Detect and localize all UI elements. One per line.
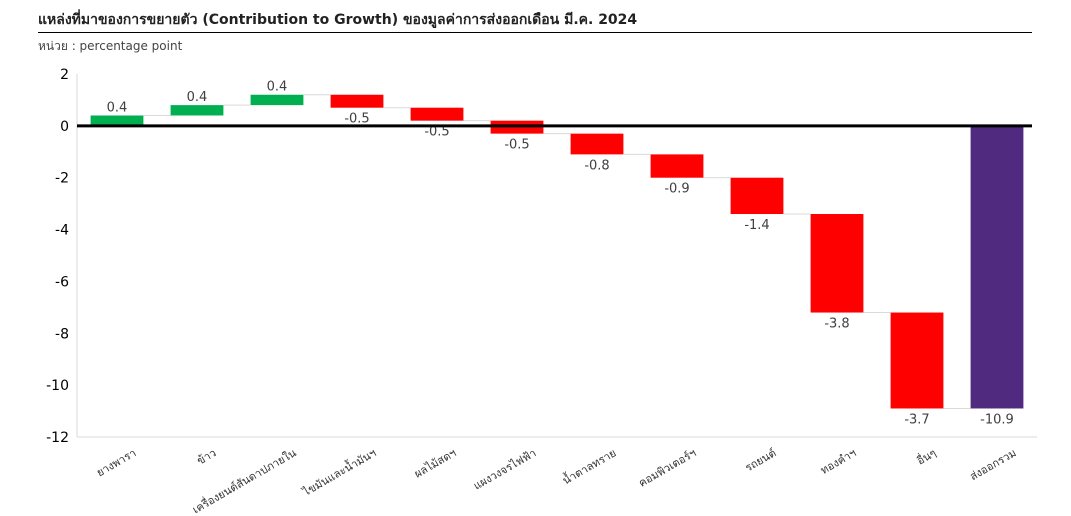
y-tick-label: -10 — [46, 378, 69, 394]
data-label: 0.4 — [267, 80, 288, 95]
data-label: -0.5 — [504, 138, 529, 153]
data-label: -0.8 — [584, 158, 609, 173]
y-tick-label: -8 — [55, 326, 69, 342]
data-label: -10.9 — [980, 412, 1014, 427]
data-label: -0.5 — [344, 112, 369, 127]
category-label: ข้าว — [195, 446, 219, 467]
y-tick-label: -12 — [46, 430, 69, 446]
y-tick-label: -6 — [55, 274, 69, 290]
bar-9 — [730, 177, 784, 215]
category-label: รถยนต์ — [743, 446, 779, 474]
title-divider — [38, 32, 1032, 33]
bar-1 — [90, 115, 144, 126]
category-label: ทองคำฯ — [818, 446, 858, 477]
y-tick-label: -2 — [55, 171, 69, 187]
data-label: 0.4 — [187, 90, 208, 105]
data-label: -3.8 — [824, 317, 849, 332]
data-label: -0.9 — [664, 182, 689, 197]
bar-12 — [970, 125, 1024, 409]
data-label: -0.5 — [424, 125, 449, 140]
category-label: ไขมันและน้ำมันฯ — [299, 445, 379, 500]
category-label: ผลไม้สดฯ — [412, 446, 458, 480]
category-label: ส่งออกรวม — [968, 446, 1019, 483]
bar-8 — [650, 154, 704, 178]
category-label: น้ำตาลทราย — [559, 445, 618, 488]
chart-title: แหล่งที่มาของการขยายตัว (Contribution to… — [38, 12, 638, 28]
bar-4 — [330, 94, 384, 108]
category-label: อื่นๆ — [914, 445, 939, 468]
y-tick-label: 0 — [60, 119, 69, 135]
bar-11 — [890, 312, 944, 409]
y-tick-label: 2 — [60, 67, 69, 83]
bar-3 — [250, 94, 304, 106]
y-tick-label: -4 — [55, 223, 69, 239]
bar-10 — [810, 214, 864, 313]
category-label: ยางพารา — [94, 446, 138, 479]
category-label: คอมพิวเตอร์ฯ — [636, 446, 698, 489]
data-label: -3.7 — [904, 412, 929, 427]
unit-label: หน่วย : percentage point — [38, 39, 183, 53]
data-label: -1.4 — [744, 218, 769, 233]
bar-5 — [410, 107, 464, 121]
bar-7 — [570, 133, 624, 155]
bar-2 — [170, 105, 224, 116]
category-label: แผงวงจรไฟฟ้า — [471, 446, 538, 492]
data-label: 0.4 — [107, 100, 128, 115]
